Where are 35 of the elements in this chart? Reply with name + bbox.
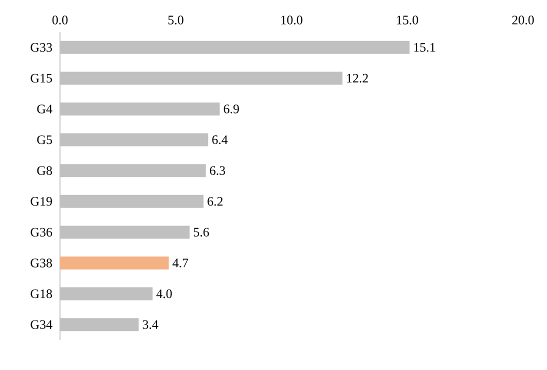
data-label: 4.7 <box>172 258 188 268</box>
y-tick-label: G19 <box>30 197 52 206</box>
y-tick-label: G34 <box>30 320 52 329</box>
data-label: 15.1 <box>414 43 435 52</box>
bar <box>60 102 220 116</box>
data-label: 6.9 <box>224 104 239 114</box>
x-tick-label: 15.0 <box>397 16 418 24</box>
x-tick-label: 0.0 <box>52 16 68 24</box>
bar <box>60 133 208 146</box>
bar <box>60 164 206 178</box>
y-tick-label: G18 <box>30 289 52 298</box>
bar <box>60 256 169 270</box>
bar <box>60 40 410 54</box>
bar <box>60 72 342 85</box>
data-label: 5.6 <box>194 228 209 237</box>
y-tick-label: G15 <box>30 74 52 83</box>
x-tick-label: 20.0 <box>512 16 534 24</box>
data-label: 6.3 <box>210 166 226 175</box>
y-tick-label: G5 <box>37 135 52 144</box>
bar <box>60 226 190 239</box>
bar <box>60 318 139 332</box>
data-label: 4.0 <box>156 289 172 298</box>
y-tick-label: G33 <box>30 43 52 52</box>
y-tick-label: G38 <box>30 258 52 268</box>
data-label: 6.2 <box>208 197 223 206</box>
y-tick-label: G8 <box>37 166 52 175</box>
bar <box>60 194 204 208</box>
data-label: 12.2 <box>347 74 368 83</box>
bar <box>60 287 153 300</box>
data-label: 6.4 <box>212 135 228 144</box>
x-tick-label: 5.0 <box>168 16 184 24</box>
data-label: 3.4 <box>142 320 158 329</box>
y-tick-label: G4 <box>37 104 52 114</box>
y-tick-label: G36 <box>30 228 52 237</box>
x-tick-label: 10.0 <box>281 16 302 24</box>
